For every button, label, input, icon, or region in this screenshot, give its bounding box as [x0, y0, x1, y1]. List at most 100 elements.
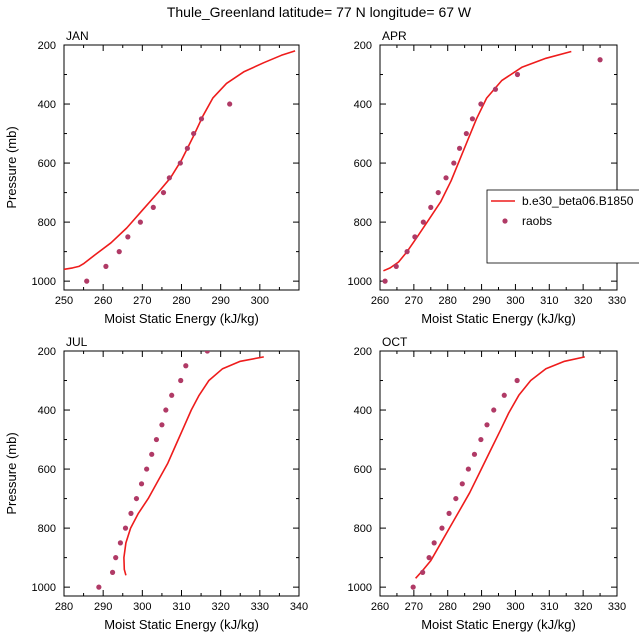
x-tick-label: 280 [439, 295, 457, 307]
raobs-point [198, 116, 205, 122]
panel-label: APR [382, 29, 407, 43]
x-axis-label: Moist Static Energy (kJ/kg) [104, 617, 259, 632]
model-line [123, 356, 264, 576]
raobs-point [435, 189, 441, 196]
x-tick-label: 310 [172, 601, 190, 613]
y-tick-label: 1000 [32, 582, 56, 594]
raobs-point [412, 234, 418, 240]
raobs-point [514, 71, 521, 78]
y-tick-label: 800 [354, 217, 372, 229]
raobs-point [150, 204, 156, 210]
y-tick-label: 800 [38, 217, 56, 229]
panel-oct: 260 270 280 290 300 310 320 330 200 400 600 800 1000… [348, 335, 627, 632]
plot-area [410, 356, 585, 590]
panel-label: OCT [382, 335, 408, 349]
x-tick-label: 300 [251, 295, 269, 307]
x-tick-label: 320 [574, 601, 592, 613]
raobs-point [191, 130, 197, 137]
raobs-point [204, 351, 210, 354]
raobs-point [420, 219, 426, 225]
x-tick-label: 310 [540, 601, 558, 613]
y-tick-label: 800 [38, 523, 56, 535]
y-tick-label: 400 [38, 99, 56, 111]
raobs-point [125, 234, 131, 240]
y-tick-label: 400 [354, 405, 372, 417]
raobs-point [469, 116, 476, 122]
raobs-point [484, 422, 490, 428]
raobs-point [178, 377, 184, 384]
panel-jan: 250 260 270 280 290 300 200 400 600 800 1000 JAN Moi… [4, 29, 300, 326]
x-tick-label: 290 [472, 295, 490, 307]
raobs-point [471, 451, 478, 457]
raobs-point [463, 130, 469, 137]
raobs-point [501, 392, 507, 398]
legend-marker-swatch [502, 218, 508, 224]
x-tick-label: 330 [251, 601, 269, 613]
x-tick-label: 270 [405, 601, 423, 613]
x-tick-label: 280 [55, 601, 73, 613]
raobs-point [456, 145, 463, 151]
panel-jul: 280 290 300 310 320 330 340 200 400 600 800 1000 JUL… [4, 334, 308, 632]
raobs-point [426, 555, 432, 561]
raobs-point [128, 510, 134, 516]
raobs-point [109, 569, 116, 575]
x-axis-label: Moist Static Energy (kJ/kg) [421, 617, 576, 632]
x-tick-label: 290 [94, 601, 112, 613]
plot-area [382, 50, 603, 284]
y-tick-label: 1000 [32, 276, 56, 288]
x-tick-label: 260 [371, 295, 389, 307]
raobs-point [451, 160, 457, 166]
panels: 250 260 270 280 290 300 200 400 600 800 1000 JAN Moi… [4, 29, 626, 632]
raobs-point [439, 525, 445, 531]
x-tick-label: 260 [94, 295, 112, 307]
plot-area [96, 334, 264, 590]
raobs-point [491, 407, 497, 413]
model-line [64, 50, 296, 271]
x-tick-label: 260 [371, 601, 389, 613]
raobs-point [184, 145, 190, 151]
y-tick-label: 600 [38, 464, 56, 476]
plot-frame [63, 350, 300, 597]
x-tick-label: 280 [172, 295, 190, 307]
raobs-point [144, 466, 150, 472]
plot-area [64, 50, 296, 284]
y-tick-label: 400 [38, 405, 56, 417]
raobs-point [428, 204, 434, 210]
x-axis-label: Moist Static Energy (kJ/kg) [421, 311, 576, 326]
x-tick-label: 320 [574, 295, 592, 307]
raobs-point [597, 57, 603, 63]
raobs-point [453, 495, 459, 502]
raobs-point [96, 584, 102, 590]
legend-label-model: b.e30_beta06.B1850 [522, 194, 634, 208]
raobs-point [84, 278, 90, 284]
x-tick-label: 300 [133, 601, 151, 613]
raobs-point [478, 436, 484, 443]
raobs-point [160, 189, 167, 196]
x-axis-label: Moist Static Energy (kJ/kg) [104, 311, 259, 326]
y-axis-label: Pressure (mb) [4, 432, 19, 514]
raobs-point [138, 481, 145, 487]
x-tick-label: 330 [608, 601, 626, 613]
raobs-point [133, 495, 140, 502]
y-tick-label: 200 [38, 346, 56, 358]
x-tick-label: 300 [506, 601, 524, 613]
x-tick-label: 330 [608, 295, 626, 307]
y-tick-label: 200 [354, 40, 372, 52]
raobs-point [393, 263, 399, 269]
y-tick-label: 1000 [348, 582, 372, 594]
raobs-point [431, 540, 437, 546]
legend-label-raobs: raobs [522, 214, 552, 228]
plot-frame [379, 350, 618, 597]
raobs-point [177, 160, 183, 166]
raobs-point [166, 175, 172, 181]
y-tick-label: 600 [354, 158, 372, 170]
raobs-point [122, 525, 129, 531]
model-line [383, 50, 572, 272]
x-tick-label: 290 [472, 601, 490, 613]
plot-frame [63, 44, 300, 291]
raobs-point [259, 334, 264, 339]
raobs-point [459, 481, 465, 487]
model-line [415, 356, 585, 579]
panel-apr: 260 270 280 290 300 310 320 330 200 400 600 800 1000… [348, 29, 627, 326]
